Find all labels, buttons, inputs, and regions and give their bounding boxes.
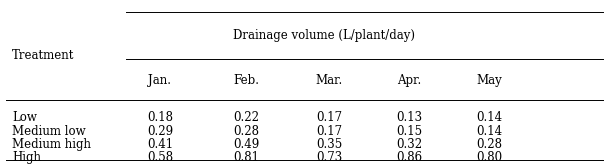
Text: Feb.: Feb. <box>233 74 259 88</box>
Text: 0.32: 0.32 <box>396 138 422 151</box>
Text: May: May <box>476 74 502 88</box>
Text: 0.29: 0.29 <box>147 125 173 138</box>
Text: 0.80: 0.80 <box>476 151 502 164</box>
Text: 0.22: 0.22 <box>233 111 259 124</box>
Text: Mar.: Mar. <box>315 74 343 88</box>
Text: 0.13: 0.13 <box>396 111 422 124</box>
Text: 0.73: 0.73 <box>316 151 342 164</box>
Text: Apr.: Apr. <box>397 74 421 88</box>
Text: 0.35: 0.35 <box>316 138 342 151</box>
Text: Treatment: Treatment <box>12 49 74 62</box>
Text: Medium high: Medium high <box>12 138 91 151</box>
Text: 0.17: 0.17 <box>316 125 342 138</box>
Text: 0.49: 0.49 <box>233 138 259 151</box>
Text: 0.41: 0.41 <box>147 138 173 151</box>
Text: 0.28: 0.28 <box>476 138 502 151</box>
Text: Medium low: Medium low <box>12 125 86 138</box>
Text: Drainage volume (L/plant/day): Drainage volume (L/plant/day) <box>234 29 415 42</box>
Text: High: High <box>12 151 41 164</box>
Text: 0.14: 0.14 <box>476 125 502 138</box>
Text: 0.81: 0.81 <box>233 151 259 164</box>
Text: 0.15: 0.15 <box>396 125 422 138</box>
Text: 0.86: 0.86 <box>396 151 422 164</box>
Text: Jan.: Jan. <box>148 74 172 88</box>
Text: 0.58: 0.58 <box>147 151 173 164</box>
Text: 0.28: 0.28 <box>233 125 259 138</box>
Text: 0.18: 0.18 <box>147 111 173 124</box>
Text: Low: Low <box>12 111 37 124</box>
Text: 0.14: 0.14 <box>476 111 502 124</box>
Text: 0.17: 0.17 <box>316 111 342 124</box>
